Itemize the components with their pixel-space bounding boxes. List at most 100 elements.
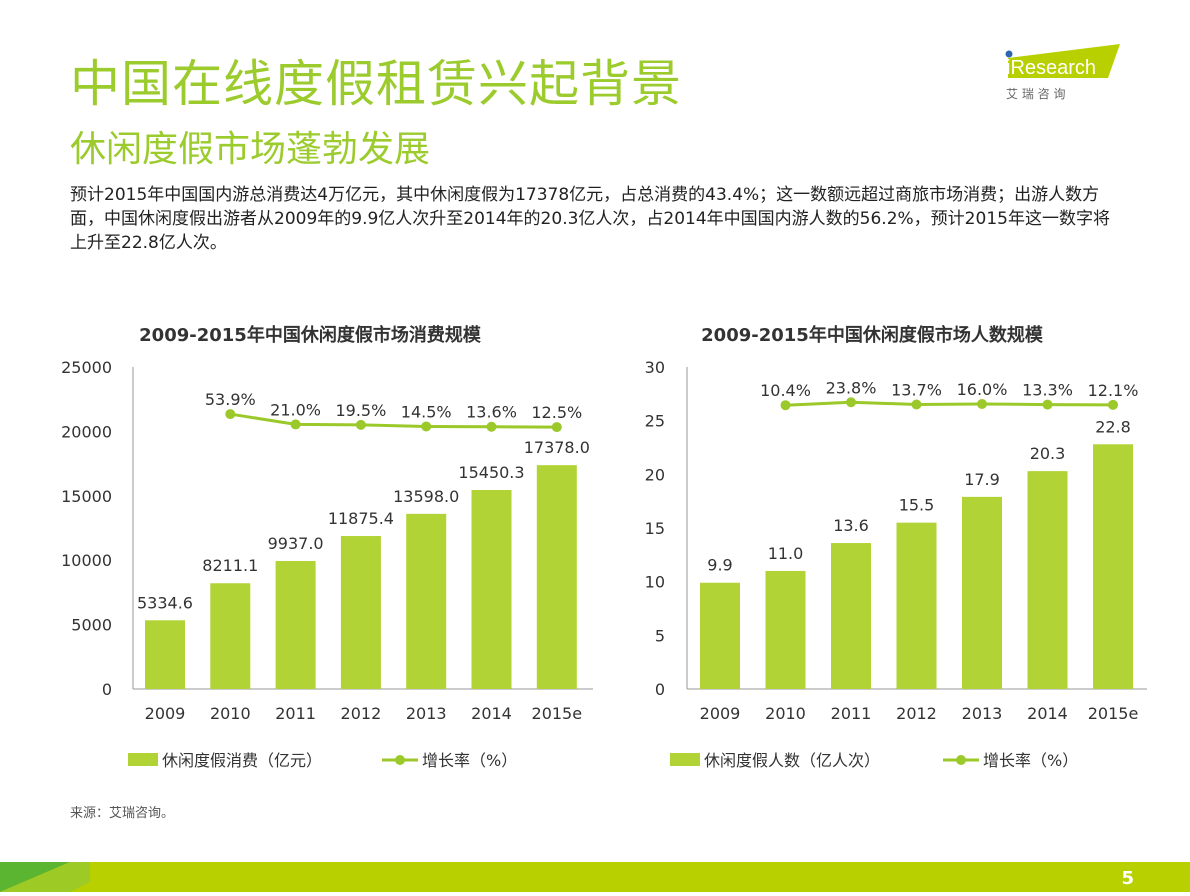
bar-label: 20.3 bbox=[1030, 444, 1066, 463]
growth-point bbox=[846, 397, 856, 408]
x-tick-label: 2009 bbox=[145, 704, 186, 723]
growth-label: 10.4% bbox=[760, 381, 811, 400]
growth-line bbox=[785, 400, 1114, 407]
y-tick-label: 30 bbox=[645, 358, 665, 377]
svg-text:艾 瑞 咨 询: 艾 瑞 咨 询 bbox=[1006, 86, 1065, 100]
bar-label: 22.8 bbox=[1095, 417, 1131, 436]
growth-label: 23.8% bbox=[826, 378, 877, 397]
bar bbox=[1027, 471, 1068, 689]
growth-label: 13.7% bbox=[891, 380, 942, 399]
bar bbox=[962, 496, 1002, 689]
description: 预计2015年中国国内游总消费达4万亿元，其中休闲度假为17378亿元，占总消费… bbox=[70, 185, 1110, 253]
legend-line-label: 增长率（%） bbox=[983, 751, 1078, 770]
growth-label: 21.0% bbox=[270, 400, 321, 419]
y-tick-label: 25000 bbox=[61, 358, 112, 377]
legend-bar-swatch bbox=[128, 753, 158, 766]
growth-label: 19.5% bbox=[335, 401, 386, 420]
x-tick-label: 2012 bbox=[341, 704, 382, 723]
page-subtitle: 休闲度假市场蓬勃发展 bbox=[70, 129, 431, 170]
x-tick-label: 2013 bbox=[406, 704, 447, 723]
bar bbox=[210, 583, 251, 689]
growth-label: 12.1% bbox=[1088, 381, 1139, 400]
growth-point bbox=[486, 421, 497, 432]
y-tick-label: 25 bbox=[645, 412, 665, 431]
bar bbox=[340, 536, 381, 689]
bar-label: 11.0 bbox=[768, 544, 804, 563]
page-number: 5 bbox=[1121, 868, 1134, 889]
growth-label: 13.6% bbox=[466, 403, 517, 422]
bar-label: 13.6 bbox=[833, 516, 869, 535]
bar bbox=[765, 570, 806, 689]
growth-point bbox=[225, 409, 236, 420]
y-tick-label: 15000 bbox=[61, 487, 112, 506]
legend-bar-swatch bbox=[670, 753, 700, 766]
y-tick-label: 20 bbox=[645, 465, 665, 484]
y-tick-label: 5 bbox=[655, 626, 665, 645]
charts: 2009-2015年中国休闲度假市场消费规模050001000015000200… bbox=[61, 324, 1147, 770]
x-tick-label: 2009 bbox=[700, 704, 741, 723]
legend-bar-label: 休闲度假人数（亿人次） bbox=[704, 751, 880, 770]
bar bbox=[831, 543, 871, 689]
growth-point bbox=[421, 421, 432, 432]
bar-label: 11875.4 bbox=[328, 509, 394, 528]
y-tick-label: 20000 bbox=[61, 422, 112, 441]
growth-label: 13.3% bbox=[1022, 381, 1073, 400]
bar-label: 15450.3 bbox=[458, 463, 524, 482]
legend-line-marker bbox=[956, 755, 966, 765]
legend-line-label: 增长率（%） bbox=[422, 751, 517, 770]
growth-point bbox=[1042, 399, 1053, 410]
source-note: 来源：艾瑞咨询。 bbox=[70, 806, 175, 821]
growth-point bbox=[977, 398, 987, 409]
x-tick-label: 2014 bbox=[471, 704, 512, 723]
growth-label: 12.5% bbox=[531, 403, 582, 422]
growth-point bbox=[780, 400, 791, 411]
x-tick-label: 2012 bbox=[896, 704, 937, 723]
bar bbox=[896, 522, 937, 689]
growth-point bbox=[1108, 399, 1118, 410]
iresearch-logo: iResearch 艾 瑞 咨 询 bbox=[1000, 44, 1125, 101]
bar-label: 8211.1 bbox=[202, 556, 258, 575]
x-tick-label: 2010 bbox=[765, 704, 806, 723]
bar-label: 9.9 bbox=[707, 556, 732, 575]
growth-label: 53.9% bbox=[205, 390, 256, 409]
legend-line-marker bbox=[395, 755, 405, 765]
chart-title: 2009-2015年中国休闲度假市场消费规模 bbox=[139, 324, 482, 346]
growth-point bbox=[355, 419, 366, 430]
svg-text:iResearch: iResearch bbox=[1006, 57, 1096, 79]
x-tick-label: 2014 bbox=[1027, 704, 1068, 723]
y-tick-label: 15 bbox=[645, 519, 665, 538]
growth-point bbox=[290, 419, 301, 430]
page-title: 中国在线度假租赁兴起背景 bbox=[70, 55, 682, 113]
x-tick-label: 2015e bbox=[1088, 704, 1139, 723]
x-tick-label: 2011 bbox=[275, 704, 316, 723]
x-tick-label: 2010 bbox=[210, 704, 251, 723]
growth-point bbox=[551, 422, 562, 433]
y-tick-label: 10 bbox=[645, 573, 665, 592]
y-tick-label: 5000 bbox=[71, 616, 112, 635]
bar bbox=[275, 561, 316, 689]
y-tick-label: 0 bbox=[655, 680, 665, 699]
bar bbox=[1093, 444, 1133, 689]
bar-label: 15.5 bbox=[899, 496, 935, 515]
growth-line bbox=[230, 412, 557, 429]
bar-label: 5334.6 bbox=[137, 593, 193, 612]
bar-label: 17.9 bbox=[964, 470, 1000, 489]
x-tick-label: 2013 bbox=[962, 704, 1003, 723]
bar-label: 9937.0 bbox=[268, 534, 324, 553]
growth-point bbox=[911, 399, 922, 410]
x-tick-label: 2011 bbox=[831, 704, 872, 723]
bar bbox=[536, 465, 577, 689]
y-tick-label: 0 bbox=[102, 680, 112, 699]
legend-bar-label: 休闲度假消费（亿元） bbox=[162, 751, 322, 770]
chart-title: 2009-2015年中国休闲度假市场人数规模 bbox=[701, 324, 1044, 346]
bar bbox=[700, 582, 740, 689]
bar bbox=[471, 490, 512, 689]
growth-label: 14.5% bbox=[401, 402, 452, 421]
growth-label: 16.0% bbox=[957, 380, 1008, 399]
bar bbox=[406, 513, 447, 689]
x-tick-label: 2015e bbox=[532, 704, 583, 723]
y-tick-label: 10000 bbox=[61, 551, 112, 570]
bar-label: 17378.0 bbox=[524, 438, 590, 457]
bar bbox=[145, 620, 185, 689]
footer-bar bbox=[0, 862, 1190, 892]
